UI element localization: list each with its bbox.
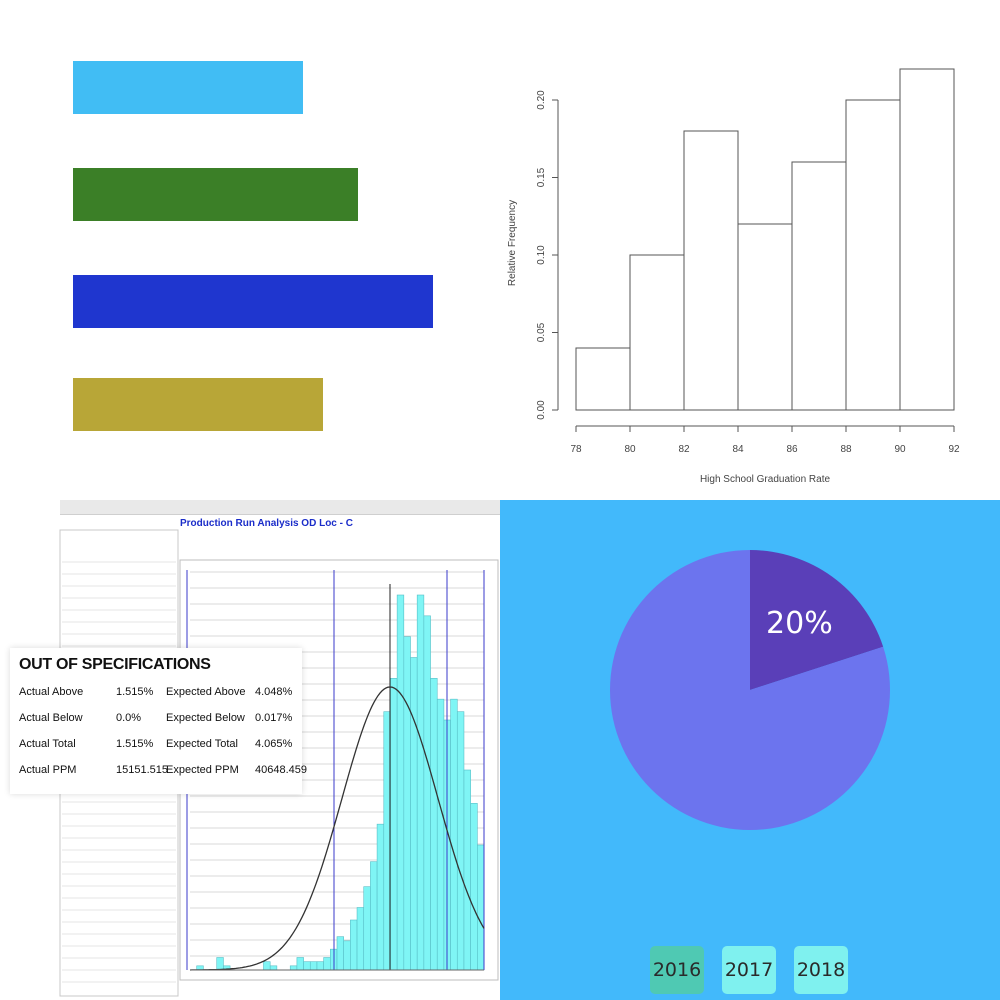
histogram-bar (216, 957, 224, 971)
histogram-bar (456, 711, 465, 971)
histogram-bar (450, 698, 458, 971)
histogram-bar (376, 823, 385, 971)
oos-value: 15151.515 (116, 764, 168, 776)
histogram-bar (436, 698, 445, 971)
histogram-bar (470, 803, 478, 971)
histogram-bar (309, 961, 318, 971)
histogram-bar (683, 130, 739, 411)
x-tick-label: 84 (732, 444, 744, 455)
histogram-bar (463, 769, 471, 971)
histogram-bar (477, 844, 485, 971)
histogram-bar (410, 657, 418, 971)
histogram-bar (845, 99, 901, 411)
oos-row: Actual Above 1.515% Expected Above 4.048… (19, 686, 299, 706)
y-axis-label: Relative Frequency (507, 200, 518, 286)
out-of-specifications-card: OUT OF SPECIFICATIONS Actual Above 1.515… (10, 648, 307, 794)
oos-value: 1.515% (116, 738, 154, 750)
histogram-bar (350, 919, 358, 971)
oos-label: Actual PPM (19, 764, 77, 776)
histogram-bar (303, 961, 311, 971)
histogram-bar (383, 711, 391, 971)
oos-expected-label: Expected Below (166, 712, 245, 724)
year-button-2017[interactable]: 2017 (722, 946, 776, 994)
histogram-bar (343, 940, 351, 971)
production-run-analysis: Production Run Analysis OD Loc - C OUT O… (0, 500, 500, 1000)
x-tick-label: 78 (570, 444, 582, 455)
bar (73, 275, 433, 328)
pie-slice (610, 550, 890, 830)
histogram-bar (629, 254, 685, 411)
x-tick-label: 88 (840, 444, 852, 455)
window-titlebar (60, 500, 500, 515)
bar (73, 378, 323, 431)
pie-slice (750, 550, 884, 690)
histogram-bar (289, 965, 298, 971)
histogram-bar (296, 957, 304, 971)
oos-heading: OUT OF SPECIFICATIONS (19, 656, 211, 673)
histogram-bar (403, 636, 411, 971)
graduation-histogram: 78 80 82 84 86 88 90 92 0.00 0.05 0.10 0.15 0.20 High… (500, 0, 1000, 500)
oos-expected-value: 0.017% (255, 712, 293, 724)
histogram-bar (316, 961, 324, 971)
normal-curve (189, 686, 485, 971)
oos-row: Actual Below 0.0% Expected Below 0.017% (19, 712, 299, 732)
oos-value: 0.0% (116, 712, 142, 724)
x-tick-label: 80 (624, 444, 636, 455)
histogram-bar (899, 68, 955, 411)
oos-label: Actual Total (19, 738, 76, 750)
graduation-histogram-svg: 78 80 82 84 86 88 90 92 0.00 0.05 0.10 0.15 0.20 High… (507, 68, 960, 485)
y-tick-label: 0.00 (536, 400, 547, 420)
y-tick-label: 0.20 (536, 90, 547, 110)
production-chart-title: Production Run Analysis OD Loc - C (180, 518, 353, 529)
oos-label: Actual Below (19, 712, 83, 724)
colored-bar-chart-svg (73, 61, 433, 431)
histogram-bar (390, 678, 398, 971)
histogram-bar (430, 678, 438, 971)
histogram-bar (363, 886, 371, 971)
x-tick-label: 86 (786, 444, 798, 455)
histogram-bar (323, 957, 331, 971)
histogram-bar (356, 907, 365, 971)
oos-expected-value: 40648.459 (255, 764, 307, 776)
y-tick-label: 0.05 (536, 322, 547, 342)
pie-slice-label: 20% (766, 606, 833, 641)
bar (73, 61, 303, 114)
histogram-bar (575, 347, 631, 411)
y-tick-label: 0.15 (536, 167, 547, 187)
oos-expected-value: 4.048% (255, 686, 293, 698)
histogram-bar (370, 861, 378, 971)
oos-label: Actual Above (19, 686, 84, 698)
year-pie-chart: 20% 2016 2017 2018 (500, 500, 1000, 1000)
histogram-bar (416, 594, 425, 971)
oos-expected-label: Expected PPM (166, 764, 239, 776)
histogram-bar (791, 161, 847, 411)
oos-value: 1.515% (116, 686, 154, 698)
x-tick-label: 82 (678, 444, 690, 455)
histogram-bar (269, 965, 278, 971)
pie-chart-svg: 20% (610, 550, 890, 830)
oos-expected-value: 4.065% (255, 738, 293, 750)
x-tick-label: 90 (894, 444, 906, 455)
bar (73, 168, 358, 221)
year-button-2018[interactable]: 2018 (794, 946, 848, 994)
colored-bar-chart (0, 0, 500, 500)
y-tick-label: 0.10 (536, 245, 547, 265)
year-button-2016[interactable]: 2016 (650, 946, 704, 994)
x-axis-label: High School Graduation Rate (700, 474, 831, 485)
oos-row: Actual PPM 15151.515 Expected PPM 40648.… (19, 764, 307, 784)
oos-row: Actual Total 1.515% Expected Total 4.065… (19, 738, 299, 758)
oos-expected-label: Expected Total (166, 738, 238, 750)
histogram-bar (396, 594, 405, 971)
histogram-bar (737, 223, 793, 411)
histogram-bar (263, 961, 271, 971)
histogram-bar (423, 615, 431, 971)
oos-expected-label: Expected Above (166, 686, 246, 698)
x-tick-label: 92 (948, 444, 960, 455)
histogram-bar (336, 936, 344, 971)
